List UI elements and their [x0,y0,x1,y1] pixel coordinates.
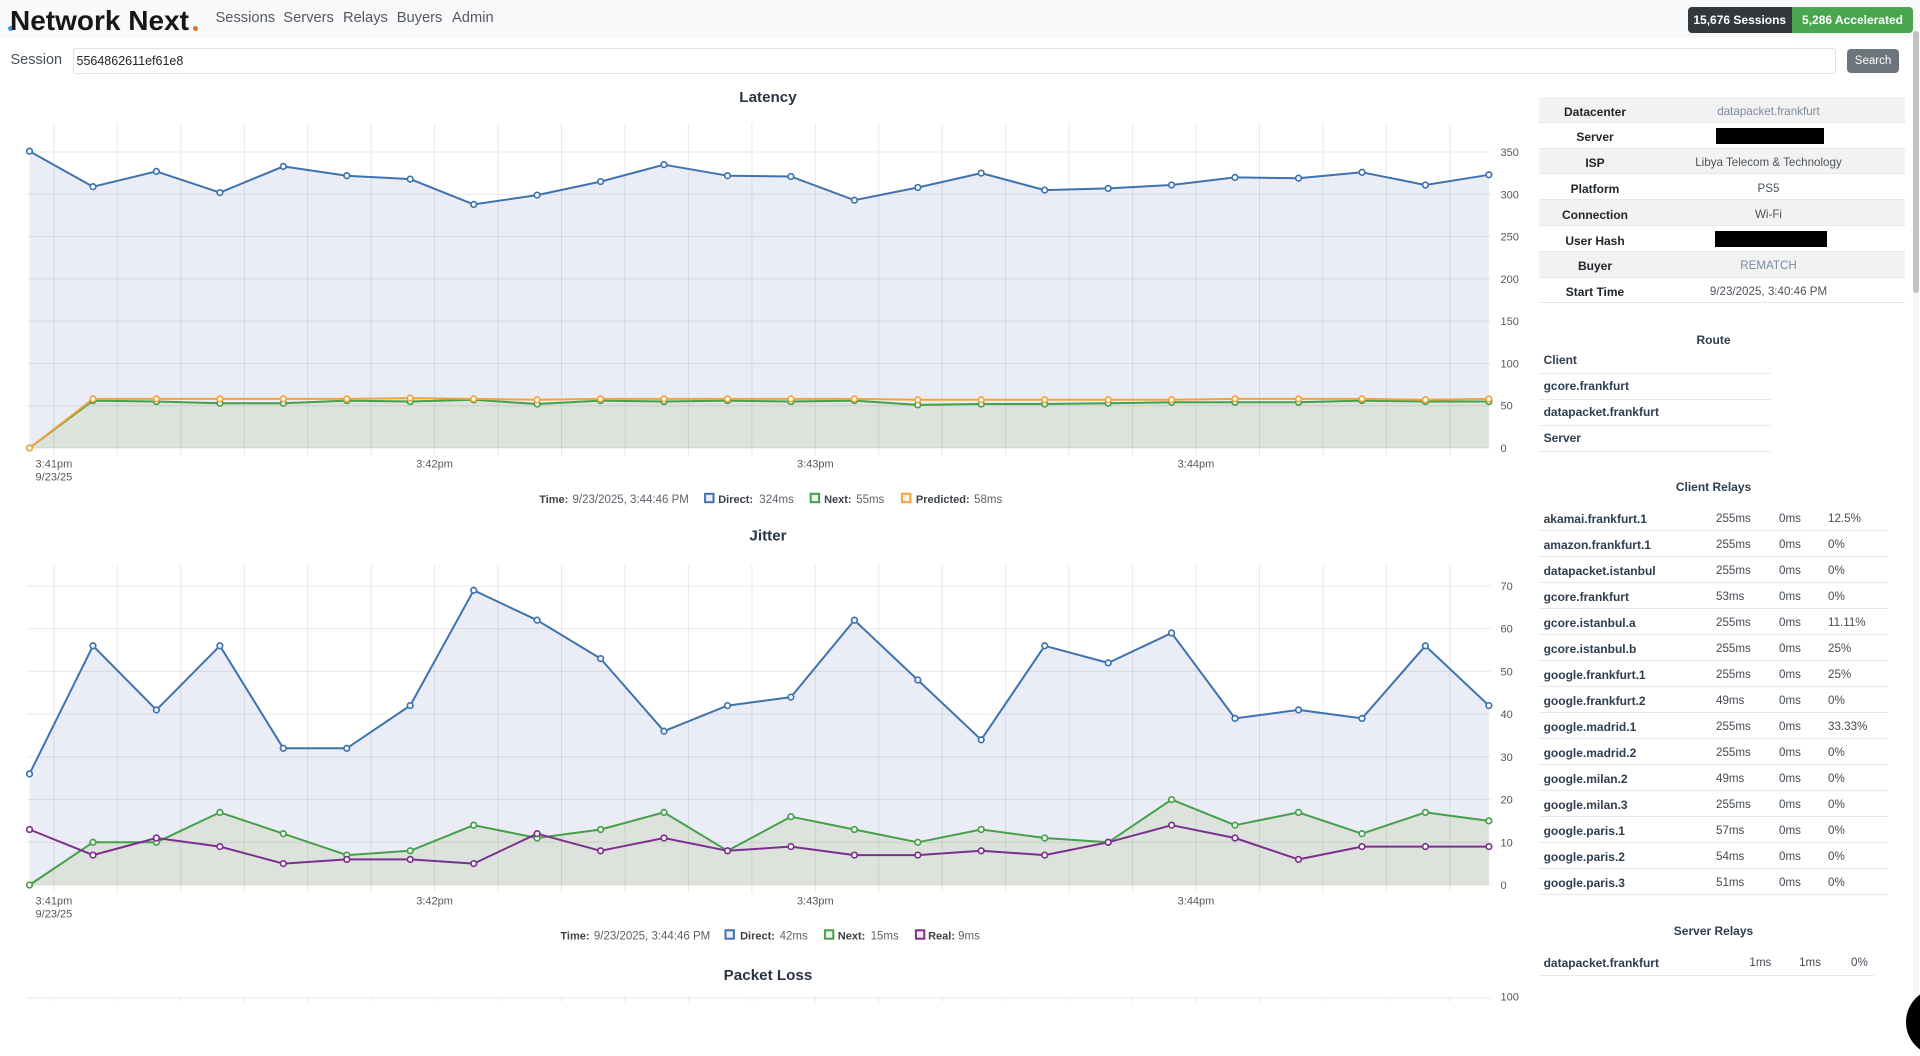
svg-text:3:43pm: 3:43pm [797,896,834,908]
svg-text:350: 350 [1501,147,1519,159]
svg-text:50: 50 [1501,666,1513,678]
svg-text:Real:: Real: [928,931,955,943]
svg-text:Predicted:: Predicted: [916,494,970,506]
svg-text:3:44pm: 3:44pm [1178,896,1215,908]
svg-text:Time:: Time: [539,494,568,506]
svg-text:3:44pm: 3:44pm [1178,459,1215,471]
svg-text:9/23/2025, 3:44:46 PM: 9/23/2025, 3:44:46 PM [573,494,689,506]
svg-text:Direct:: Direct: [718,494,753,506]
svg-text:100: 100 [1501,358,1519,370]
svg-text:3:41pm: 3:41pm [36,896,73,908]
svg-text:150: 150 [1501,316,1519,328]
svg-text:Packet Loss: Packet Loss [724,967,813,984]
svg-text:300: 300 [1501,189,1519,201]
svg-text:50: 50 [1501,401,1513,413]
svg-text:60: 60 [1501,624,1513,636]
svg-text:200: 200 [1501,274,1519,286]
svg-text:324ms: 324ms [759,494,794,506]
svg-text:0: 0 [1501,443,1507,455]
svg-text:9/23/2025, 3:44:46 PM: 9/23/2025, 3:44:46 PM [594,931,710,943]
svg-text:Next:: Next: [838,931,866,943]
svg-text:Jitter: Jitter [749,528,786,545]
svg-text:250: 250 [1501,232,1519,244]
svg-text:9/23/25: 9/23/25 [36,472,73,484]
svg-text:0: 0 [1501,880,1507,892]
svg-text:3:42pm: 3:42pm [416,896,453,908]
svg-text:58ms: 58ms [974,494,1002,506]
svg-text:70: 70 [1501,581,1513,593]
svg-text:3:42pm: 3:42pm [416,459,453,471]
svg-text:Time:: Time: [560,931,589,943]
svg-text:10: 10 [1501,837,1513,849]
svg-text:9/23/25: 9/23/25 [36,909,73,921]
svg-text:15ms: 15ms [871,931,899,943]
svg-text:30: 30 [1501,752,1513,764]
svg-text:20: 20 [1501,795,1513,807]
svg-text:3:41pm: 3:41pm [36,459,73,471]
svg-text:100: 100 [1501,992,1519,1003]
svg-text:3:43pm: 3:43pm [797,459,834,471]
svg-text:42ms: 42ms [780,931,808,943]
svg-text:Next:: Next: [824,494,852,506]
svg-text:Direct:: Direct: [740,931,775,943]
svg-text:Latency: Latency [739,89,797,106]
svg-text:9ms: 9ms [958,931,980,943]
svg-text:55ms: 55ms [856,494,884,506]
svg-text:40: 40 [1501,709,1513,721]
